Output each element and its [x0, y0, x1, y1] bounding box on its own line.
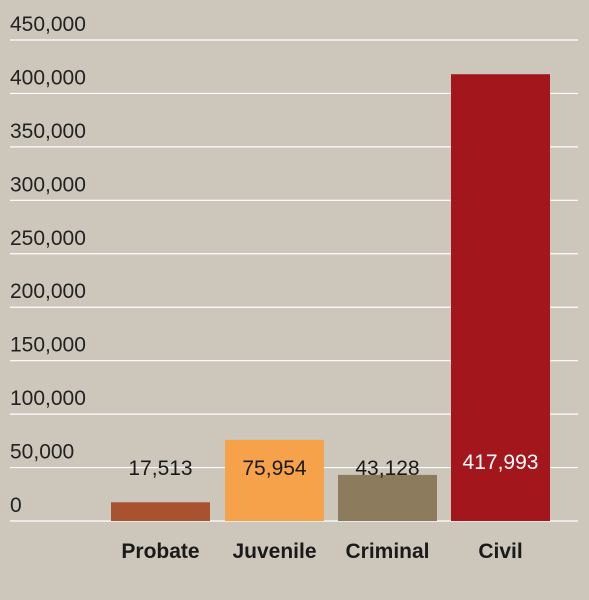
y-tick-label: 200,000: [10, 280, 86, 303]
data-labels: 17,513 75,954 43,128 417,993: [128, 451, 538, 480]
data-label: 75,954: [242, 457, 307, 480]
x-tick-label: Civil: [478, 540, 522, 563]
data-label: 417,993: [463, 451, 539, 474]
y-tick-label: 100,000: [10, 387, 86, 410]
y-tick-label: 250,000: [10, 227, 86, 250]
y-tick-label: 350,000: [10, 120, 86, 143]
bar-civil: [451, 74, 550, 522]
bar-criminal: [338, 474, 437, 521]
bar-juvenile: [225, 439, 324, 521]
y-tick-label: 300,000: [10, 173, 86, 196]
y-tick-label: 50,000: [10, 441, 74, 464]
bar-probate: [111, 502, 210, 521]
x-tick-label: Juvenile: [232, 540, 316, 563]
data-label: 17,513: [128, 457, 192, 480]
data-label: 43,128: [355, 457, 419, 480]
gridlines: [10, 39, 578, 522]
y-axis-ticks: 0 50,000 100,000 150,000 200,000 250,000 300,0…: [10, 13, 86, 517]
x-axis-labels: Probate Juvenile Criminal Civil: [121, 540, 522, 563]
y-tick-label: 0: [10, 494, 22, 517]
y-tick-label: 400,000: [10, 66, 86, 89]
y-tick-label: 450,000: [10, 13, 86, 36]
x-tick-label: Criminal: [345, 540, 429, 563]
x-tick-label: Probate: [121, 540, 199, 563]
bars: [111, 74, 550, 522]
y-tick-label: 150,000: [10, 334, 86, 357]
